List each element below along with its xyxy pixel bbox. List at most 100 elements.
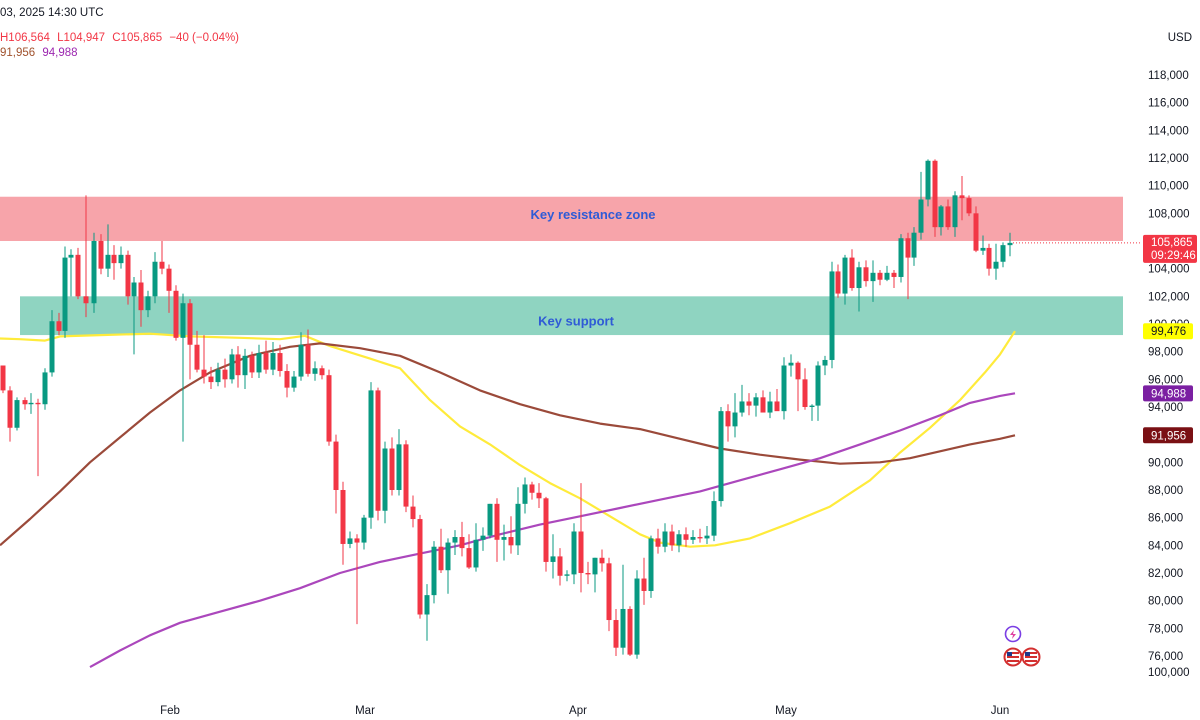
- candle: [753, 393, 759, 417]
- candle-body: [536, 492, 542, 499]
- candle: [918, 171, 924, 240]
- time-axis[interactable]: Feb Mar Apr May Jun: [160, 705, 1009, 717]
- candle-body: [326, 375, 332, 442]
- candle-body: [634, 578, 640, 655]
- current-price-badge: [1143, 234, 1197, 263]
- y-tick-label: 82,000: [1148, 568, 1183, 580]
- y-tick-label: 76,000: [1148, 651, 1183, 663]
- candle-body: [235, 354, 241, 376]
- candle-body: [347, 538, 353, 544]
- candle: [333, 434, 339, 514]
- candle-body: [249, 355, 255, 373]
- candle-body: [515, 503, 521, 546]
- candle-body: [655, 538, 661, 547]
- ohlc-change: −40 (−0.04%): [169, 32, 240, 44]
- candle: [856, 261, 862, 312]
- candle-body: [410, 506, 416, 520]
- candle: [417, 514, 423, 619]
- candle: [501, 524, 507, 561]
- candle-body: [815, 365, 821, 406]
- candle-body: [966, 198, 972, 214]
- candle-body: [75, 254, 81, 297]
- candle: [842, 254, 848, 305]
- candle: [375, 387, 381, 521]
- candle: [732, 393, 738, 438]
- candle-body: [842, 257, 848, 294]
- candle: [641, 557, 647, 605]
- candle-body: [187, 303, 193, 345]
- candle-body: [389, 448, 395, 490]
- ma-value-brown: 91,956: [0, 47, 36, 59]
- countdown-label: 09:29:46: [1151, 250, 1196, 262]
- candle-body: [718, 411, 724, 502]
- candle: [739, 384, 745, 417]
- candle: [91, 232, 97, 313]
- candle: [382, 441, 388, 524]
- candle-body: [606, 563, 612, 621]
- y-tick-label: 90,000: [1148, 457, 1183, 469]
- candle-body: [35, 402, 41, 405]
- candle: [180, 293, 186, 442]
- candle-body: [578, 531, 584, 573]
- candle-body: [166, 268, 172, 291]
- currency-label[interactable]: USD: [1167, 32, 1192, 44]
- candle-body: [83, 296, 89, 304]
- candle-body: [973, 213, 979, 251]
- candle-body: [938, 206, 944, 228]
- candle-body: [125, 254, 131, 297]
- price-axis[interactable]: 76,000 78,000 80,000 82,000 84,000 86,000 88,0…: [1148, 70, 1190, 679]
- candle: [222, 358, 228, 388]
- candle-body: [641, 578, 647, 591]
- candle-body: [194, 344, 200, 370]
- candle-body: [256, 353, 262, 373]
- candle: [249, 351, 255, 378]
- candle: [111, 245, 117, 280]
- candle-body: [138, 282, 144, 311]
- x-tick-label: Feb: [160, 705, 180, 717]
- candle: [354, 534, 360, 625]
- candle-body: [131, 282, 137, 297]
- y-tick-label: 98,000: [1148, 347, 1183, 359]
- candle: [911, 227, 917, 266]
- candle-body: [298, 344, 304, 377]
- candle-body: [42, 372, 48, 405]
- candle: [809, 404, 815, 421]
- candle-body: [993, 261, 999, 269]
- candle-body: [62, 257, 68, 331]
- y-tick-label: 104,000: [1148, 264, 1190, 276]
- candle-body: [676, 534, 682, 546]
- candle: [557, 548, 563, 586]
- candle-body: [480, 535, 486, 540]
- candle-body: [802, 379, 808, 407]
- y-tick-label: 110,000: [1148, 181, 1189, 193]
- candle: [849, 249, 855, 291]
- candle-body: [375, 390, 381, 511]
- candle-body: [822, 359, 828, 366]
- candle-body: [585, 573, 591, 575]
- candle: [1000, 242, 1006, 268]
- candle: [945, 199, 951, 230]
- candle-body: [543, 498, 549, 562]
- candle: [145, 290, 151, 318]
- candle-body: [208, 376, 214, 383]
- candle: [347, 531, 353, 549]
- candle: [669, 524, 675, 551]
- candle-body: [711, 501, 717, 536]
- candle: [683, 527, 689, 547]
- candle-body: [354, 538, 360, 543]
- y-tick-label: 96,000: [1148, 374, 1183, 386]
- candle: [529, 481, 535, 500]
- candle: [208, 366, 214, 390]
- candle: [870, 260, 876, 302]
- candle-body: [445, 542, 451, 571]
- candle-body: [925, 160, 931, 200]
- y-tick-label: 102,000: [1148, 291, 1190, 303]
- candle: [627, 606, 633, 656]
- zone-1: [20, 296, 1123, 336]
- candle: [152, 252, 158, 304]
- candle-body: [333, 441, 339, 490]
- candle-body: [788, 362, 794, 366]
- candle: [194, 330, 200, 373]
- candle-body: [932, 160, 938, 228]
